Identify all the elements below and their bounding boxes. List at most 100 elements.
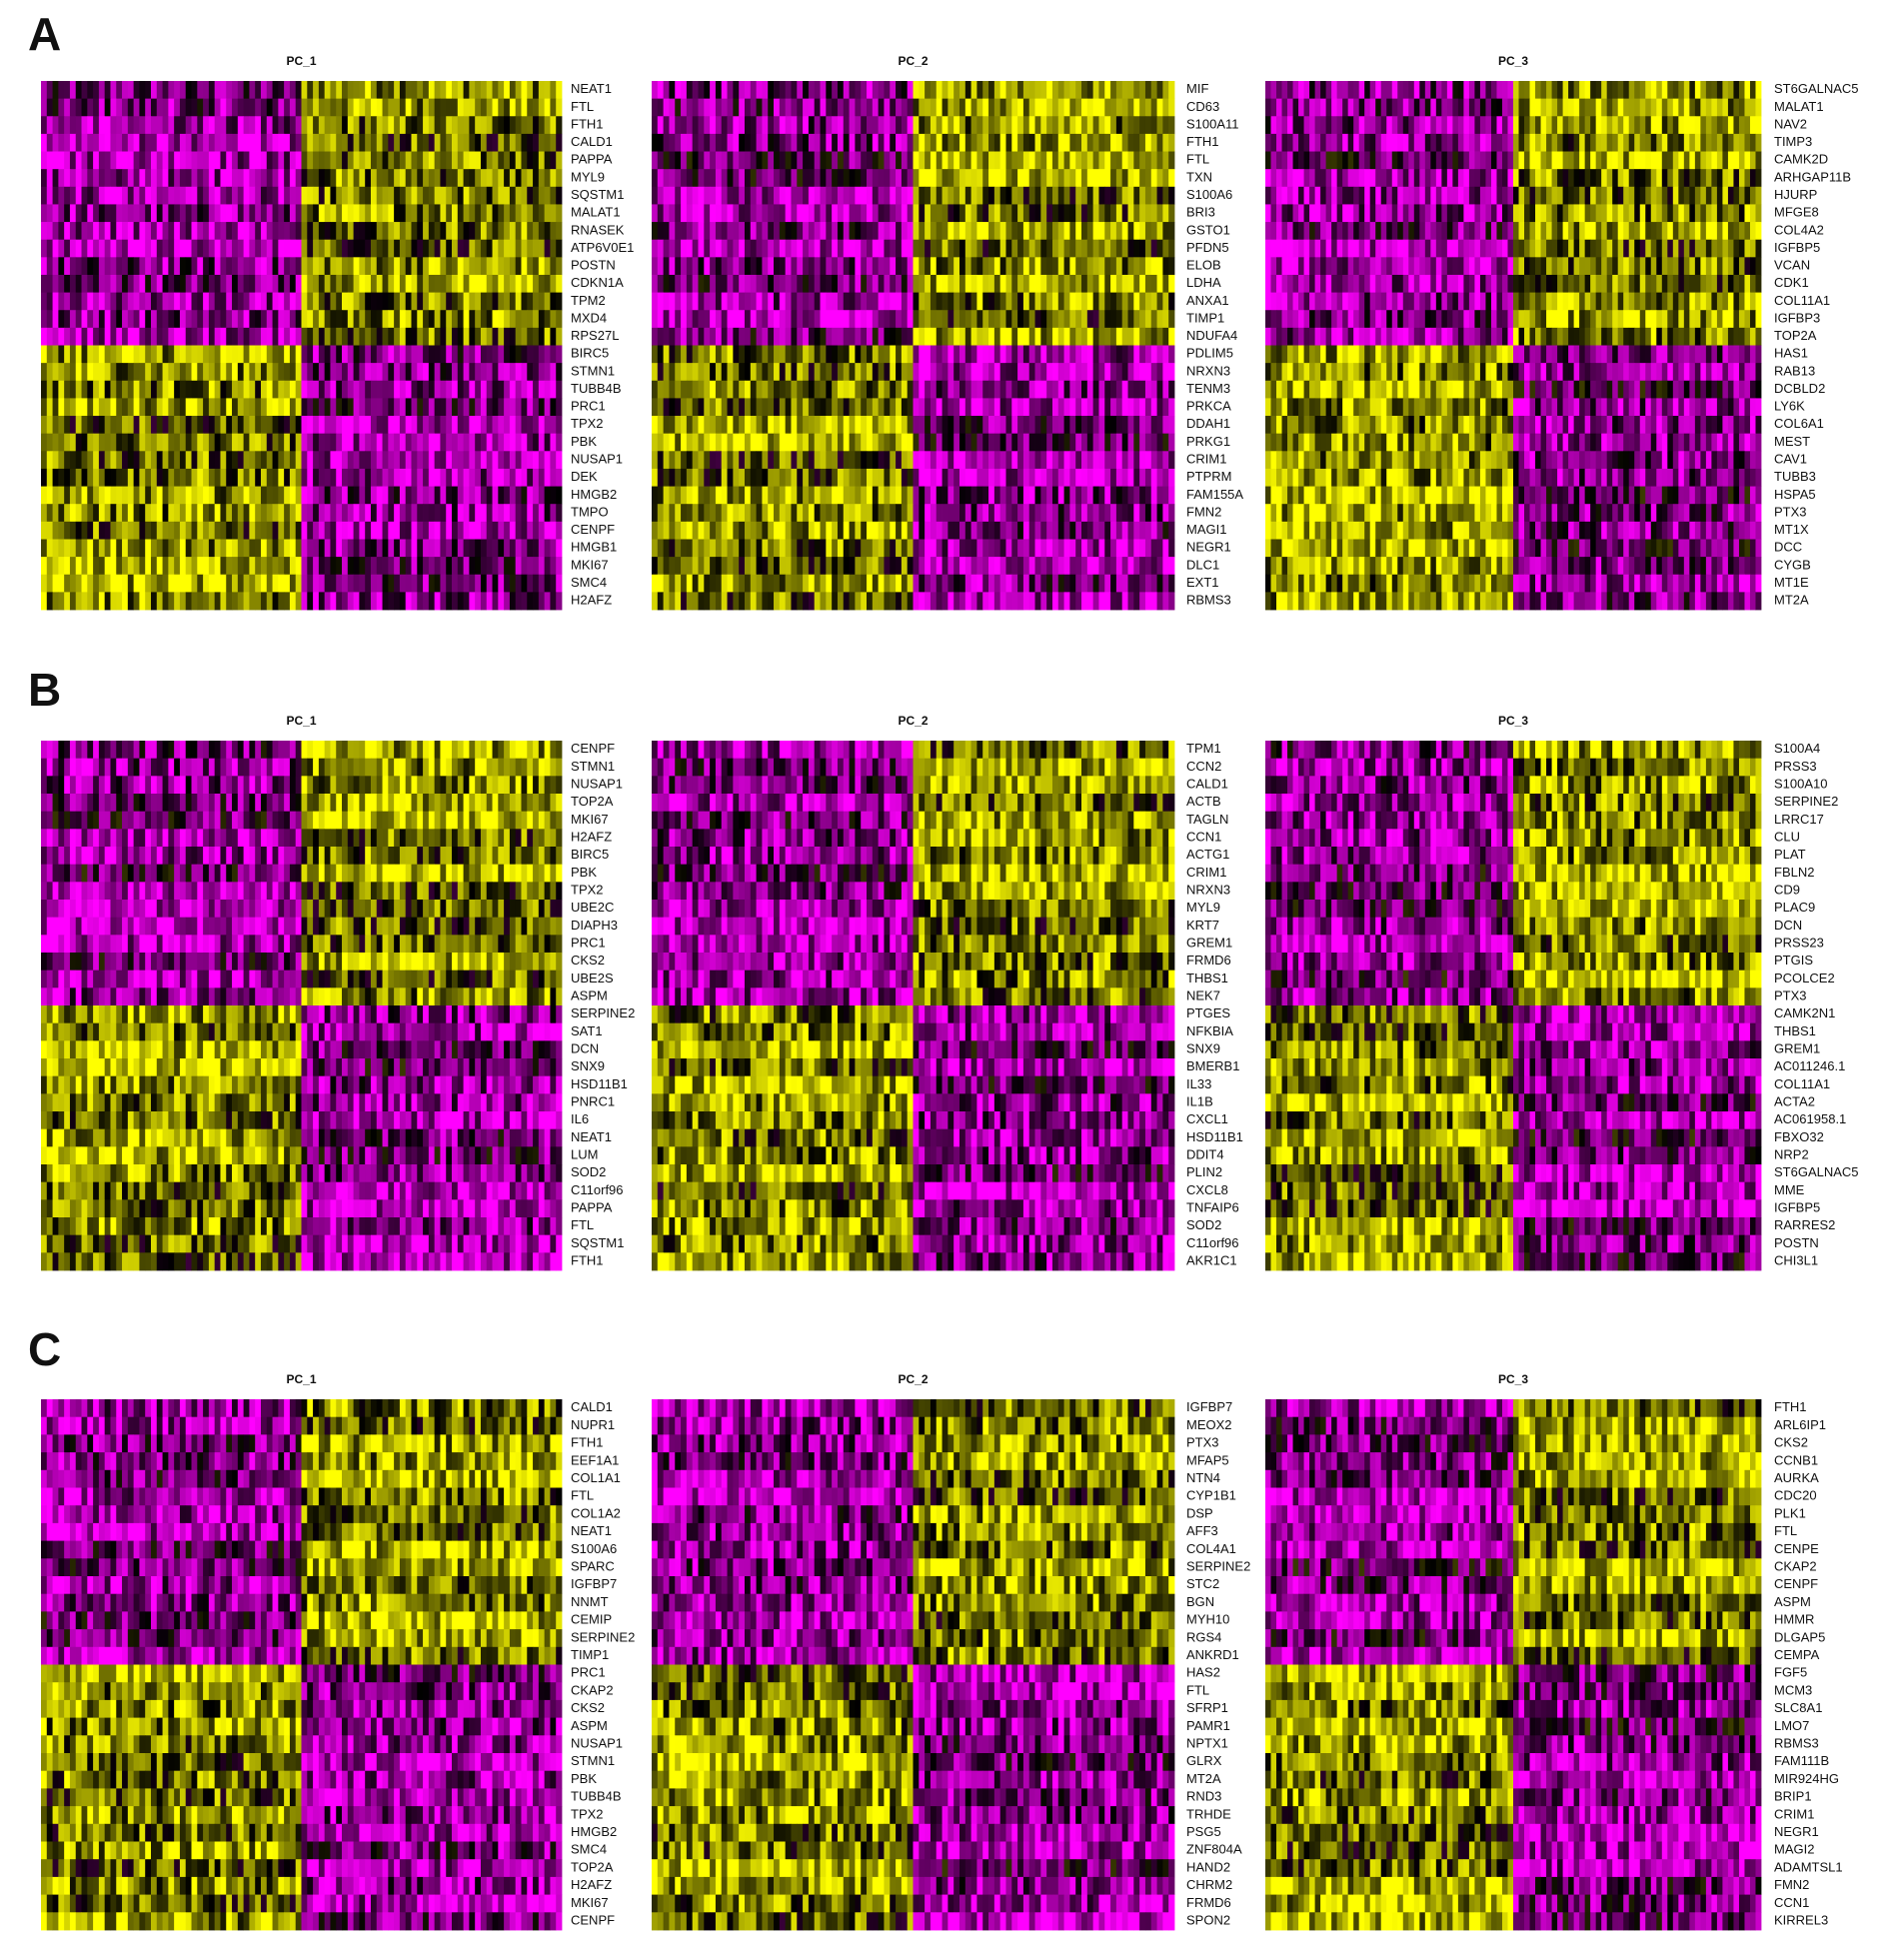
heatmap-cell bbox=[284, 433, 291, 452]
heatmap-cell bbox=[185, 292, 192, 311]
heatmap-cell bbox=[715, 151, 723, 170]
heatmap-cell bbox=[527, 186, 534, 205]
heatmap-cell bbox=[278, 433, 285, 452]
heatmap-cell bbox=[779, 345, 787, 364]
heatmap-cell bbox=[150, 504, 158, 523]
heatmap-cell bbox=[544, 274, 551, 293]
heatmap-cell bbox=[405, 345, 412, 364]
heatmap-cell bbox=[434, 204, 441, 223]
heatmap-cell bbox=[440, 81, 447, 100]
heatmap-cell bbox=[243, 239, 250, 258]
heatmap-title: PC_2 bbox=[898, 54, 928, 68]
heatmap-cell bbox=[686, 98, 694, 117]
heatmap-cell bbox=[1028, 451, 1035, 470]
heatmap-cell bbox=[538, 557, 546, 576]
heatmap-cell bbox=[1162, 257, 1169, 276]
heatmap-cell bbox=[1168, 292, 1175, 311]
heatmap-cell bbox=[122, 363, 129, 382]
heatmap-cell bbox=[75, 116, 82, 135]
heatmap-cell bbox=[808, 81, 816, 100]
heatmap-cell bbox=[704, 327, 711, 346]
heatmap-cell bbox=[162, 98, 169, 117]
heatmap-cell bbox=[1005, 433, 1012, 452]
heatmap-cell bbox=[527, 133, 534, 152]
heatmap-cell bbox=[1051, 327, 1059, 346]
heatmap-cell bbox=[521, 169, 528, 188]
heatmap-cell bbox=[347, 257, 354, 276]
heatmap-cell bbox=[849, 169, 856, 188]
heatmap-cell bbox=[1028, 292, 1035, 311]
heatmap-cell bbox=[237, 292, 245, 311]
heatmap-cell bbox=[492, 222, 499, 241]
heatmap-cell bbox=[307, 222, 314, 241]
heatmap-cell bbox=[1168, 186, 1175, 205]
heatmap-cell bbox=[901, 133, 909, 152]
heatmap-cell bbox=[452, 81, 459, 100]
heatmap-cell bbox=[214, 539, 221, 558]
heatmap-cell bbox=[179, 239, 187, 258]
heatmap-cell bbox=[913, 186, 920, 205]
heatmap-cell bbox=[958, 116, 966, 135]
heatmap-cell bbox=[417, 292, 424, 311]
heatmap-cell bbox=[930, 292, 938, 311]
heatmap-cell bbox=[272, 451, 279, 470]
heatmap-cell bbox=[867, 380, 874, 399]
heatmap-cell bbox=[98, 292, 106, 311]
heatmap-cell bbox=[999, 98, 1006, 117]
heatmap-cell bbox=[324, 574, 331, 593]
heatmap-cell bbox=[376, 521, 383, 540]
heatmap-cell bbox=[727, 257, 734, 276]
heatmap-cell bbox=[710, 151, 717, 170]
heatmap-cell bbox=[970, 468, 977, 487]
heatmap-cell bbox=[446, 274, 453, 293]
heatmap-cell bbox=[878, 98, 885, 117]
heatmap-cell bbox=[197, 133, 204, 152]
heatmap-cell bbox=[721, 186, 728, 205]
heatmap-cell bbox=[533, 239, 540, 258]
heatmap-cell bbox=[249, 292, 256, 311]
heatmap-cell bbox=[919, 81, 926, 100]
heatmap-cell bbox=[982, 433, 989, 452]
heatmap-cell bbox=[509, 310, 517, 329]
heatmap-cell bbox=[837, 451, 845, 470]
heatmap-cell bbox=[382, 310, 389, 329]
heatmap-cell bbox=[214, 274, 221, 293]
heatmap-cell bbox=[249, 222, 256, 241]
heatmap-cell bbox=[278, 521, 285, 540]
heatmap-cell bbox=[98, 345, 106, 364]
heatmap-cell bbox=[872, 257, 880, 276]
heatmap-cell bbox=[452, 116, 459, 135]
heatmap-cell bbox=[365, 274, 372, 293]
heatmap-cell bbox=[515, 186, 522, 205]
heatmap-cell bbox=[727, 416, 734, 435]
heatmap-cell bbox=[1104, 257, 1111, 276]
heatmap-cell bbox=[867, 504, 874, 523]
heatmap-cell bbox=[1110, 327, 1117, 346]
heatmap-cell bbox=[93, 468, 100, 487]
heatmap-cell bbox=[150, 416, 158, 435]
heatmap-cell bbox=[365, 327, 372, 346]
heatmap-cell bbox=[1034, 380, 1041, 399]
heatmap-cell bbox=[756, 380, 763, 399]
heatmap-cell bbox=[739, 257, 746, 276]
heatmap-cell bbox=[498, 416, 505, 435]
heatmap-cell bbox=[843, 433, 850, 452]
heatmap-cell bbox=[1098, 239, 1105, 258]
heatmap-cell bbox=[710, 81, 717, 100]
heatmap-cell bbox=[993, 380, 1001, 399]
heatmap-cell bbox=[785, 169, 792, 188]
heatmap-cell bbox=[87, 592, 94, 611]
heatmap-cell bbox=[704, 504, 711, 523]
heatmap-cell bbox=[1144, 363, 1152, 382]
heatmap-cell bbox=[982, 416, 989, 435]
heatmap-cell bbox=[255, 521, 262, 540]
heatmap-cell bbox=[970, 310, 977, 329]
heatmap-cell bbox=[266, 81, 273, 100]
heatmap-cell bbox=[249, 557, 256, 576]
heatmap-cell bbox=[538, 222, 546, 241]
heatmap-cell bbox=[46, 151, 53, 170]
heatmap-cell bbox=[370, 310, 378, 329]
heatmap-cell bbox=[550, 486, 557, 505]
heatmap-cell bbox=[98, 521, 106, 540]
heatmap-cell bbox=[837, 504, 845, 523]
